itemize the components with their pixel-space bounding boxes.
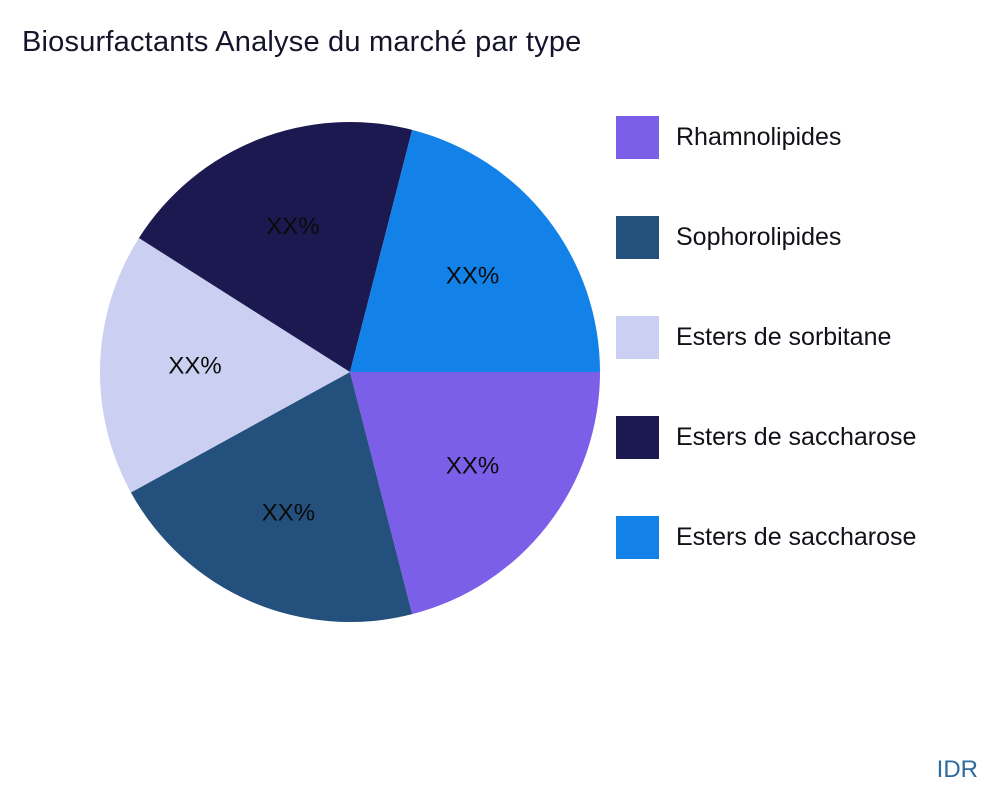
pie-slice-label: XX% — [262, 500, 315, 527]
legend-label: Sophorolipides — [676, 223, 842, 251]
brand-watermark: IDR — [936, 756, 978, 783]
pie-slice — [350, 129, 600, 372]
chart-title: Biosurfactants Analyse du marché par typ… — [22, 26, 582, 58]
legend-label: Rhamnolipides — [676, 123, 842, 151]
pie-slice — [138, 121, 413, 372]
legend-label: Esters de saccharose — [676, 423, 917, 451]
legend-swatch — [616, 216, 659, 259]
pie-slice — [130, 372, 413, 623]
legend-item: Esters de saccharose — [616, 516, 916, 559]
pie-slice-label: XX% — [446, 452, 499, 479]
legend-item: Sophorolipides — [616, 216, 916, 259]
legend-item: Esters de saccharose — [616, 416, 916, 459]
legend: Rhamnolipides Sophorolipides Esters de sor… — [616, 116, 916, 616]
legend-swatch — [616, 316, 659, 359]
legend-swatch — [616, 516, 659, 559]
pie-slice-label: XX% — [266, 213, 319, 240]
legend-label: Esters de saccharose — [676, 523, 917, 551]
legend-item: Esters de sorbitane — [616, 316, 916, 359]
pie-slice-label: XX% — [446, 262, 499, 289]
pie-slice — [350, 372, 600, 615]
legend-swatch — [616, 116, 659, 159]
legend-swatch — [616, 416, 659, 459]
pie-slice-label: XX% — [168, 352, 221, 379]
legend-item: Rhamnolipides — [616, 116, 916, 159]
pie-slice — [99, 238, 350, 493]
legend-label: Esters de sorbitane — [676, 323, 892, 351]
